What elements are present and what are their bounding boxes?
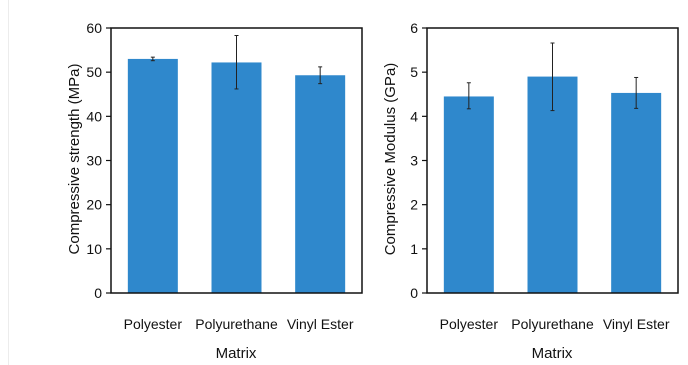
y-tick-label: 0 bbox=[410, 285, 418, 301]
y-tick-label: 6 bbox=[410, 20, 418, 36]
bar bbox=[211, 62, 262, 294]
category-label: Polyester bbox=[124, 316, 183, 332]
compressive-strength-chart: Compressive strength (MPa) Matrix 0 10 20 3… bbox=[66, 20, 363, 362]
category-label: Vinyl Ester bbox=[603, 316, 670, 332]
bar bbox=[527, 76, 578, 293]
y-tick-label: 3 bbox=[410, 153, 418, 169]
bar bbox=[611, 92, 662, 293]
bars bbox=[443, 42, 662, 293]
y-axis-title: Compressive Modulus (GPa) bbox=[382, 63, 399, 256]
category-label: Polyurethane bbox=[511, 316, 594, 332]
y-ticks: 0 1 2 3 4 5 6 bbox=[410, 20, 427, 301]
y-tick-label: 20 bbox=[86, 197, 102, 213]
y-tick-label: 40 bbox=[86, 108, 102, 124]
y-tick-label: 5 bbox=[410, 64, 418, 80]
x-axis-title: Matrix bbox=[532, 345, 573, 362]
category-label: Polyester bbox=[440, 316, 499, 332]
y-tick-label: 30 bbox=[86, 153, 102, 169]
category-labels: Polyester Polyurethane Vinyl Ester bbox=[440, 316, 670, 332]
category-label: Vinyl Ester bbox=[287, 316, 354, 332]
bars bbox=[127, 35, 346, 294]
compressive-modulus-chart: Compressive Modulus (GPa) Matrix 0 1 2 3 4 5 6… bbox=[382, 20, 679, 362]
bar bbox=[127, 58, 178, 293]
bar bbox=[295, 75, 346, 293]
y-tick-label: 60 bbox=[86, 20, 102, 36]
y-tick-label: 0 bbox=[94, 285, 102, 301]
y-tick-label: 2 bbox=[410, 197, 418, 213]
y-tick-label: 10 bbox=[86, 241, 102, 257]
category-labels: Polyester Polyurethane Vinyl Ester bbox=[124, 316, 354, 332]
left-edge-divider bbox=[8, 0, 9, 365]
y-ticks: 0 10 20 30 40 50 60 bbox=[86, 20, 111, 301]
bar bbox=[443, 96, 494, 293]
y-tick-label: 1 bbox=[410, 241, 418, 257]
x-axis-title: Matrix bbox=[216, 345, 257, 362]
category-label: Polyurethane bbox=[195, 316, 278, 332]
y-tick-label: 4 bbox=[410, 108, 418, 124]
y-axis-title: Compressive strength (MPa) bbox=[66, 64, 83, 255]
y-tick-label: 50 bbox=[86, 64, 102, 80]
plot-frame bbox=[426, 27, 679, 294]
plot-frame bbox=[110, 27, 363, 294]
